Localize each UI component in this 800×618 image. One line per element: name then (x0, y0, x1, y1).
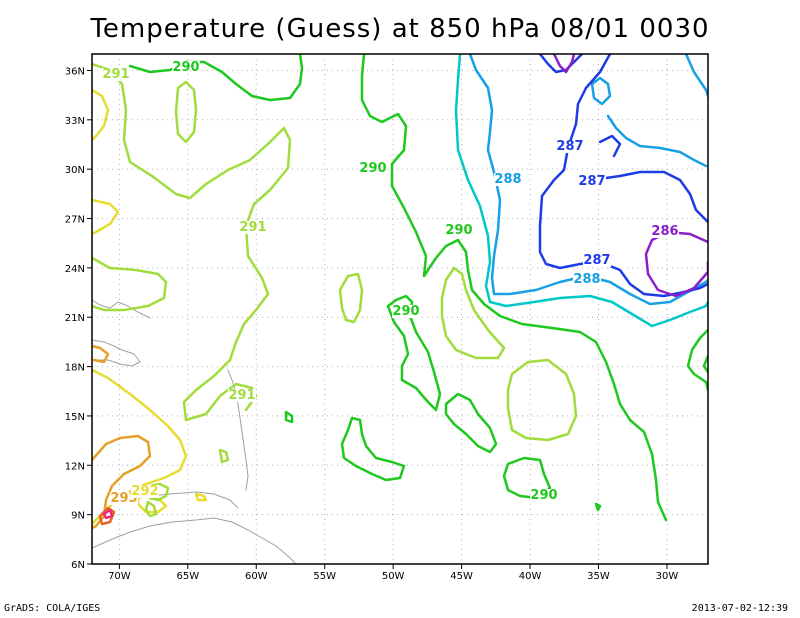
contour-label: 290 (359, 161, 386, 176)
contour-label-halo (556, 140, 584, 153)
contour-label-halo (131, 485, 159, 498)
contour-label: 286 (651, 224, 678, 239)
contours-289 (454, 54, 708, 328)
contour-label: 288 (494, 172, 521, 187)
contour-label: 291 (239, 220, 266, 235)
y-tick-label: 27N (65, 215, 85, 226)
contour-label-halo (359, 162, 387, 175)
contours-291 (92, 62, 578, 518)
contour-label: 291 (228, 388, 255, 403)
contour-label: 291 (102, 67, 129, 82)
coastline-puerto-rico (92, 299, 151, 319)
contour-label: 290 (172, 60, 199, 75)
x-axis-tick-labels: 70W 65W 60W 55W 50W 45W 40W 35W 30W (108, 571, 678, 582)
y-tick-label: 33N (65, 116, 85, 127)
contour-label-halo (239, 221, 267, 234)
x-tick-label: 60W (245, 571, 268, 582)
contour-label-halo (392, 305, 420, 318)
x-tick-label: 50W (382, 571, 405, 582)
contour-label: 288 (573, 272, 600, 287)
footer-timestamp: 2013-07-02-12:39 (691, 603, 788, 614)
y-tick-label: 30N (65, 165, 85, 176)
contours-287 (538, 54, 708, 298)
contour-label: 293 (110, 491, 137, 506)
y-tick-label: 24N (65, 264, 85, 275)
contour-label-halo (102, 68, 130, 81)
x-tick-label: 35W (587, 571, 610, 582)
y-tick-label: 6N (71, 560, 85, 571)
contour-label-halo (651, 225, 679, 238)
contour-label-halo (228, 389, 256, 402)
contour-label-halo (583, 254, 611, 267)
y-tick-label: 36N (65, 66, 85, 77)
x-tick-label: 40W (519, 571, 542, 582)
y-tick-label: 9N (71, 511, 85, 522)
y-tick-label: 18N (65, 363, 85, 374)
y-tick-label: 15N (65, 412, 85, 423)
contour-label: 290 (530, 488, 557, 503)
contour-label-halo (578, 175, 606, 188)
y-tick-label: 21N (65, 313, 85, 324)
tick-marks (87, 69, 668, 569)
contours-288 (468, 54, 708, 306)
x-tick-label: 65W (177, 571, 200, 582)
contours-290 (128, 54, 708, 522)
contour-labels: 291 290 291 290 290 290 291 290 288 287 287 287 288 2… (102, 60, 679, 506)
map-title: Temperature (Guess) at 850 hPa 08/01 003… (90, 14, 710, 44)
x-tick-label: 30W (656, 571, 679, 582)
coastline-hispaniola (92, 339, 141, 367)
y-axis-tick-labels: 36N 33N 30N 27N 24N 21N 18N 15N 12N 9N 6N (65, 66, 85, 571)
contour-label: 287 (583, 253, 610, 268)
x-tick-label: 55W (313, 571, 336, 582)
contour-label: 287 (556, 139, 583, 154)
coastlines (92, 299, 297, 564)
y-tick-label: 12N (65, 461, 85, 472)
contour-label: 290 (445, 223, 472, 238)
contour-label-halo (445, 224, 473, 237)
contour-label-halo (573, 273, 601, 286)
contour-label: 287 (578, 174, 605, 189)
contour-label-halo (494, 173, 522, 186)
x-tick-label: 45W (450, 571, 473, 582)
footer-credit: GrADS: COLA/IGES (4, 603, 101, 614)
contour-label: 290 (392, 304, 419, 319)
coastline-south-america (92, 517, 297, 564)
contour-label: 292 (131, 484, 158, 499)
contour-label-halo (530, 489, 558, 502)
x-tick-label: 70W (108, 571, 131, 582)
plot-frame (91, 53, 709, 565)
contour-label-halo (172, 61, 200, 74)
